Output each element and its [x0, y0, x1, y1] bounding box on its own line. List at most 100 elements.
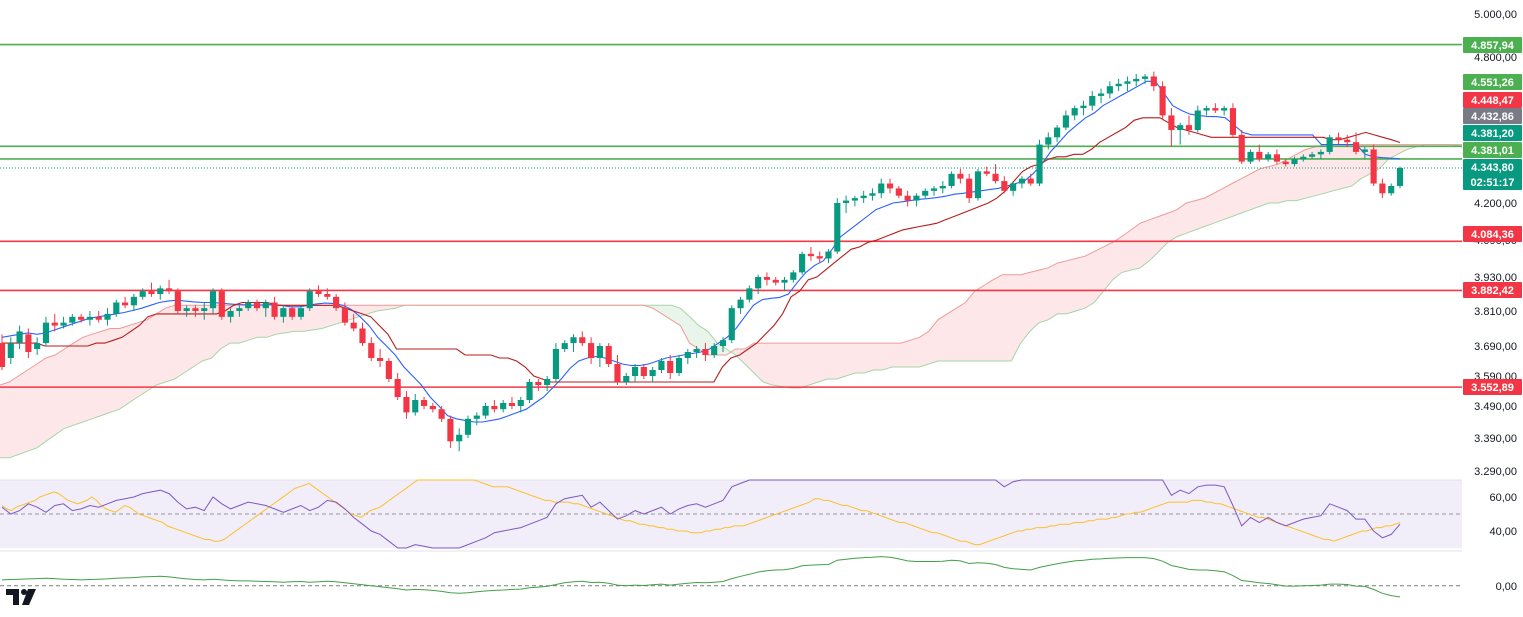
- price-label: 4.343,80: [1463, 159, 1522, 175]
- cloud-segment: [901, 340, 911, 367]
- price-label-bg: [1463, 108, 1522, 124]
- candle-body: [245, 302, 252, 309]
- candle: [122, 296, 129, 309]
- ichimoku-cloud: [0, 144, 1463, 459]
- candle-body: [966, 178, 973, 199]
- candle-body: [104, 313, 111, 320]
- candle: [148, 282, 155, 297]
- candle-body: [1027, 178, 1034, 184]
- cloud-segment: [781, 343, 791, 388]
- candle-body: [544, 379, 551, 385]
- cloud-segment: [845, 343, 856, 376]
- candle-body: [825, 251, 832, 259]
- candle: [948, 171, 955, 189]
- candle: [209, 288, 217, 314]
- cloud-segment: [119, 325, 129, 410]
- candle: [755, 274, 762, 294]
- candle: [1115, 78, 1122, 92]
- candle-body: [1273, 154, 1280, 162]
- candle-body: [781, 279, 788, 283]
- price-label-text: 4.084,36: [1471, 229, 1514, 241]
- candle-body: [1282, 161, 1289, 165]
- cloud-segment: [919, 331, 929, 367]
- candle: [1238, 130, 1245, 165]
- cloud-segment: [1195, 198, 1205, 230]
- candle-body: [1326, 137, 1333, 152]
- cloud-segment: [1094, 246, 1104, 303]
- candle: [1344, 134, 1351, 148]
- cloud-segment: [367, 305, 377, 314]
- candle-body: [886, 183, 894, 189]
- cloud-segment: [1241, 173, 1251, 214]
- candle-body: [1062, 115, 1069, 128]
- candle-body: [1150, 76, 1157, 87]
- candle: [253, 299, 261, 311]
- price-label-bg: [1463, 282, 1522, 298]
- candle: [359, 322, 366, 346]
- cloud-segment: [937, 313, 948, 361]
- candle: [464, 415, 472, 438]
- candle: [1291, 156, 1298, 167]
- candle: [157, 285, 164, 300]
- candle: [201, 302, 208, 320]
- candle-body: [1396, 168, 1404, 186]
- candle-body: [1159, 86, 1166, 116]
- candle-body: [711, 346, 718, 355]
- cloud-segment: [1379, 144, 1389, 169]
- candle-body: [834, 203, 841, 252]
- tenkan-sen-line: [1, 80, 1401, 423]
- cloud-segment: [9, 376, 19, 458]
- oscillator-line: [1, 556, 1401, 598]
- cloud-segment: [101, 328, 111, 416]
- cloud-segment: [1333, 144, 1343, 191]
- candle-body: [34, 343, 41, 349]
- cloud-segment: [1002, 274, 1012, 361]
- candle-body: [772, 279, 779, 283]
- price-labels: 4.857,94 4.551,26 4.448,47 4.432,86 4.381,20…: [1463, 37, 1522, 395]
- candle-body: [1361, 149, 1368, 152]
- candle-body: [763, 277, 771, 280]
- candle: [1141, 74, 1149, 84]
- cloud-segment: [827, 343, 837, 379]
- candle: [1089, 91, 1096, 111]
- price-label-text: 4.343,80: [1471, 162, 1514, 174]
- candle: [306, 288, 313, 311]
- candle-body: [552, 349, 560, 379]
- price-label: 4.432,86: [1463, 108, 1522, 124]
- cloud-segment: [1149, 216, 1159, 261]
- candle-body: [51, 322, 58, 326]
- candle: [245, 299, 252, 311]
- ichimoku-lines: [1, 80, 1401, 423]
- tradingview-logo-icon[interactable]: [6, 587, 40, 607]
- candle-body: [359, 328, 366, 344]
- cloud-segment: [91, 331, 102, 419]
- candle-body: [526, 382, 533, 400]
- candle: [596, 343, 603, 367]
- candle-body: [746, 288, 753, 300]
- price-axis-tick: 4.800,00: [1474, 52, 1517, 64]
- candle-body: [799, 253, 806, 273]
- candle-body: [1352, 142, 1360, 152]
- candle: [297, 305, 305, 320]
- candle-body: [860, 195, 867, 199]
- price-label-bg: [1463, 159, 1522, 175]
- candle-body: [500, 403, 507, 410]
- candle: [702, 343, 709, 361]
- cloud-segment: [882, 343, 892, 370]
- candle-body: [209, 291, 217, 309]
- cloud-segment: [239, 305, 249, 344]
- cloud-segment: [1351, 144, 1361, 186]
- candle-body: [113, 302, 120, 314]
- rsi-axis-tick: 60,00: [1489, 492, 1517, 504]
- horizontal-levels: [0, 43, 1462, 388]
- candle: [7, 337, 14, 364]
- candle: [271, 296, 278, 320]
- candle-body: [842, 200, 850, 203]
- cloud-segment: [147, 313, 157, 391]
- candle-body: [376, 358, 384, 361]
- candle: [95, 311, 102, 323]
- candle-body: [473, 415, 480, 419]
- candle: [1001, 176, 1008, 194]
